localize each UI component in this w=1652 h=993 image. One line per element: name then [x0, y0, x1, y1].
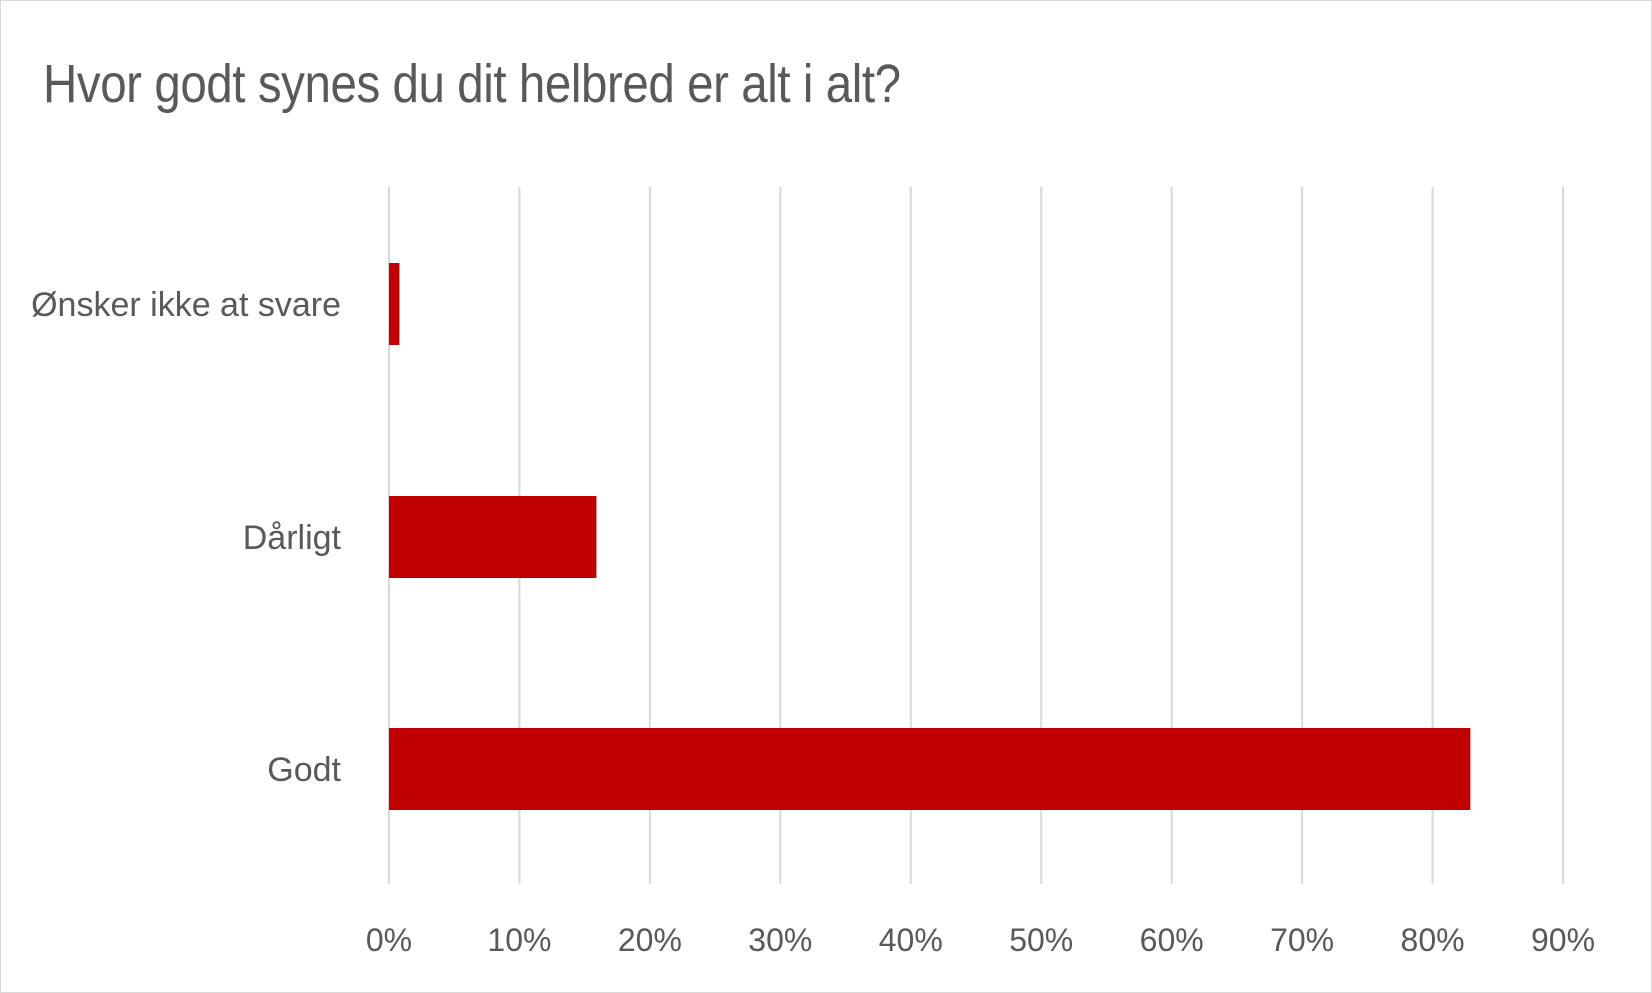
category-axis: Ønsker ikke at svare Dårligt Godt — [31, 286, 341, 789]
category-label: Godt — [267, 751, 341, 789]
bars — [389, 263, 1471, 810]
x-tick-label: 20% — [618, 922, 682, 958]
x-tick-label: 80% — [1401, 922, 1465, 958]
x-tick-label: 50% — [1009, 922, 1073, 958]
chart-title: Hvor godt synes du dit helbred er alt i … — [43, 54, 901, 114]
bar — [389, 263, 400, 345]
x-tick-label: 70% — [1270, 922, 1334, 958]
x-tick-label: 0% — [366, 922, 412, 958]
x-tick-label: 10% — [487, 922, 551, 958]
bar — [389, 496, 597, 578]
value-axis: 0% 10% 20% 30% 40% 50% 60% 70% 80% 90% — [366, 922, 1595, 958]
x-tick-label: 60% — [1140, 922, 1204, 958]
category-label: Dårligt — [243, 519, 342, 557]
x-tick-label: 90% — [1531, 922, 1595, 958]
x-tick-label: 30% — [748, 922, 812, 958]
bar — [389, 728, 1471, 810]
category-label: Ønsker ikke at svare — [31, 286, 341, 324]
x-tick-label: 40% — [879, 922, 943, 958]
